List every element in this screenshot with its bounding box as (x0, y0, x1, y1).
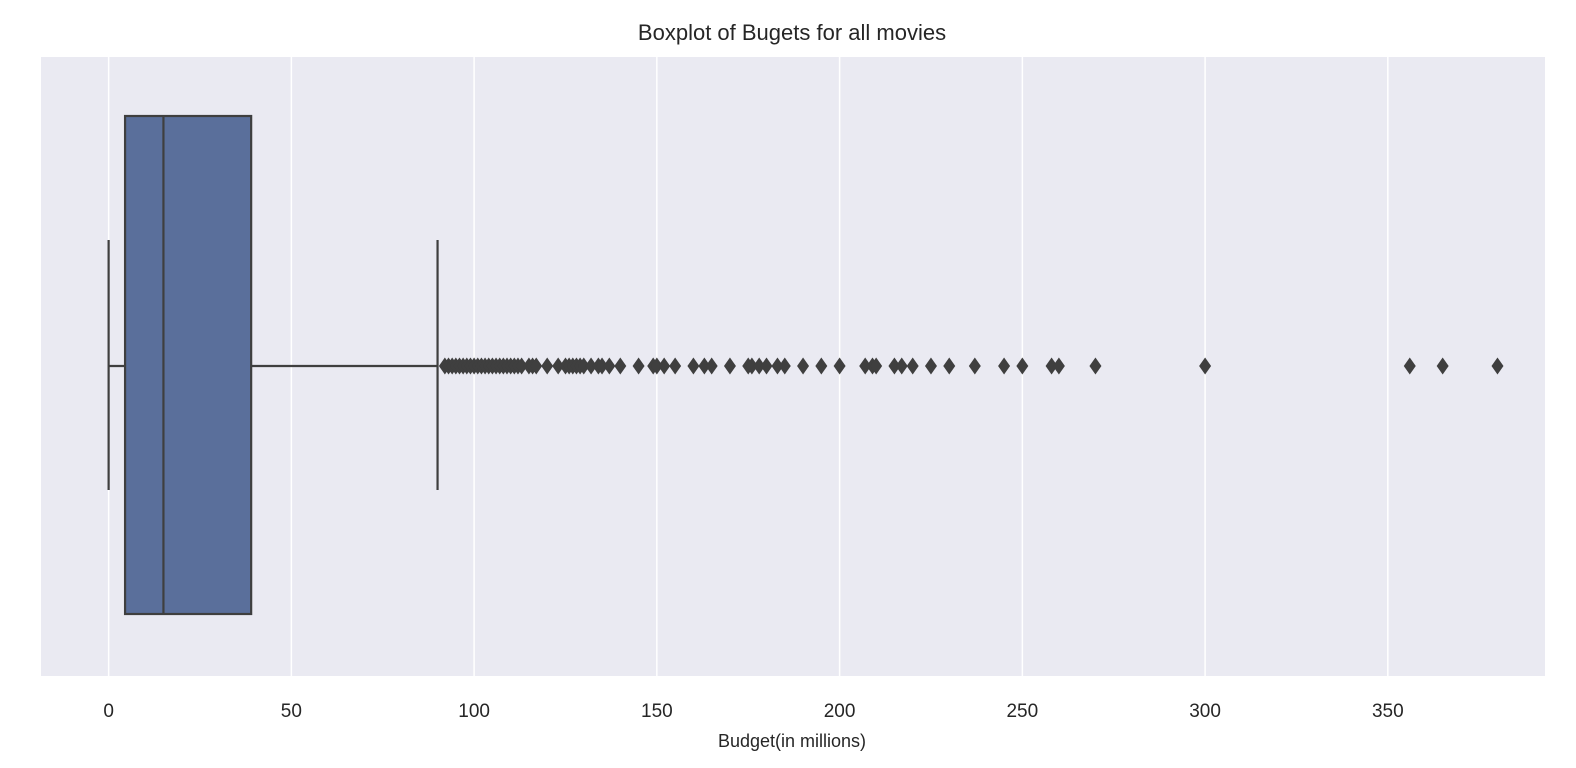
outlier-point (705, 357, 718, 375)
outlier-point (745, 357, 758, 375)
outlier-point (1491, 357, 1504, 375)
outlier-point (669, 357, 682, 375)
outlier-point (998, 357, 1011, 375)
outlier-point (530, 357, 543, 375)
outlier-point (585, 357, 598, 375)
outlier-point (1045, 357, 1058, 375)
outlier-point (859, 357, 872, 375)
outlier-point (723, 357, 736, 375)
x-tick-label: 300 (1189, 701, 1221, 722)
outlier-point (596, 357, 609, 375)
outlier-point (797, 357, 810, 375)
outlier-point (968, 357, 981, 375)
outlier-point (1089, 357, 1102, 375)
outlier-point (632, 357, 645, 375)
outlier-point (650, 357, 663, 375)
outlier-point (760, 357, 773, 375)
x-tick-label: 350 (1372, 701, 1404, 722)
outlier-point (888, 357, 901, 375)
outlier-point (870, 357, 883, 375)
x-axis-ticks: 0 50 100 150 200 250 300 350 (103, 701, 1403, 722)
x-tick-label: 150 (641, 701, 673, 722)
outlier-point (1199, 357, 1212, 375)
outlier-point (906, 357, 919, 375)
x-tick-label: 50 (281, 701, 302, 722)
outlier-point (943, 357, 956, 375)
outlier-point (698, 357, 711, 375)
outlier-point (658, 357, 671, 375)
outlier-point (1403, 357, 1416, 375)
outlier-points (438, 357, 1504, 375)
outlier-point (552, 357, 565, 375)
outlier-point (603, 357, 616, 375)
chart-title: Boxplot of Bugets for all movies (638, 20, 946, 45)
outlier-point (753, 357, 766, 375)
iqr-box (123, 114, 253, 616)
outlier-point (778, 357, 791, 375)
box-group (107, 114, 439, 616)
x-tick-label: 100 (458, 701, 490, 722)
outlier-point (815, 357, 828, 375)
outlier-point (1436, 357, 1449, 375)
outlier-point (895, 357, 908, 375)
outlier-point (614, 357, 627, 375)
outlier-point (577, 357, 590, 375)
outlier-point (1016, 357, 1029, 375)
outlier-point (1052, 357, 1065, 375)
x-tick-label: 250 (1006, 701, 1038, 722)
x-axis-label: Budget(in millions) (718, 731, 866, 751)
outlier-point (687, 357, 700, 375)
outlier-point (515, 357, 528, 375)
x-tick-label: 0 (103, 701, 114, 722)
outlier-point (541, 357, 554, 375)
outlier-point (771, 357, 784, 375)
x-tick-label: 200 (824, 701, 856, 722)
outlier-point (833, 357, 846, 375)
outlier-point (924, 357, 937, 375)
